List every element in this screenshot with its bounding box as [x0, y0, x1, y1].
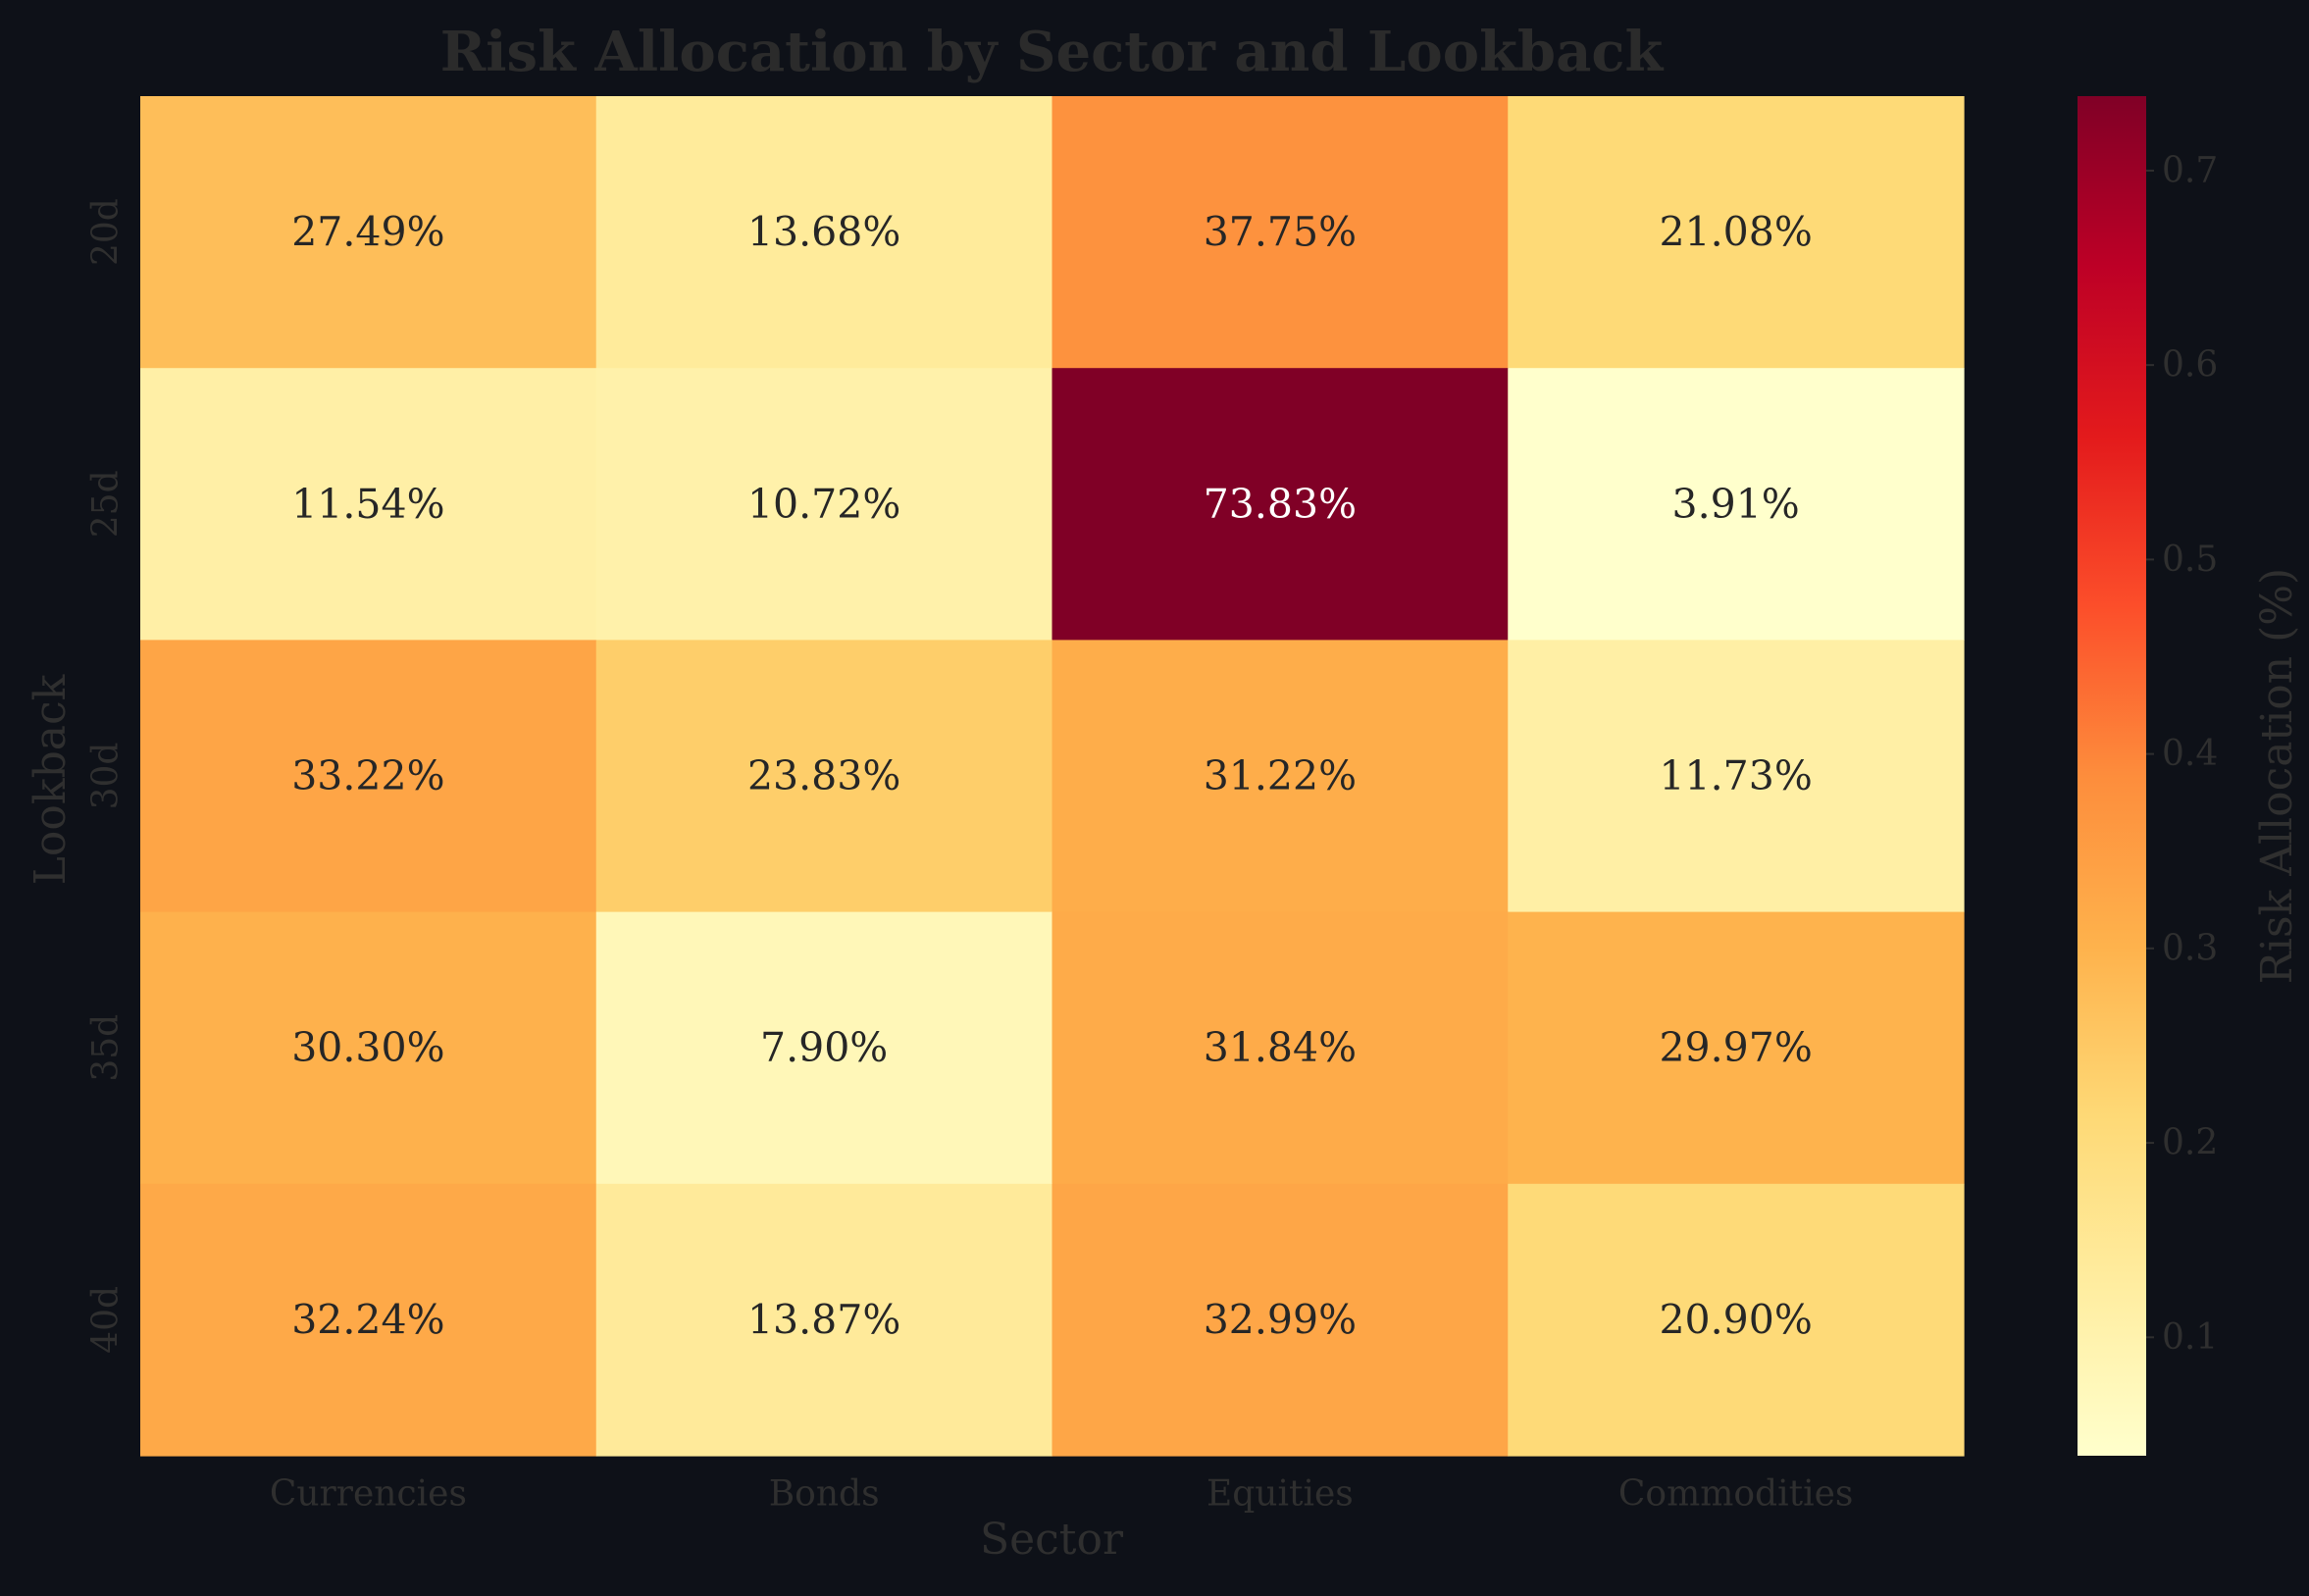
heatmap-cell: [140, 911, 597, 1185]
heatmap-cell: [1052, 640, 1509, 913]
heatmap-cell: [140, 368, 597, 641]
heatmap-cell: [1052, 911, 1509, 1185]
colorbar-tick-label: 0.3: [2162, 928, 2218, 968]
heatmap-cell: [595, 911, 1053, 1185]
heatmap-cell: [595, 1183, 1053, 1457]
y-tick-label: 35d: [86, 1014, 127, 1082]
colorbar-tick-label: 0.4: [2162, 734, 2218, 774]
cell-value-label: 27.49%: [291, 209, 444, 256]
x-axis-ticks: Currencies Bonds Equities Commodities: [270, 1474, 1854, 1515]
heatmap-cell: [140, 96, 597, 369]
heatmap-cells: [140, 96, 1965, 1457]
y-tick-label: 25d: [86, 470, 127, 538]
cell-value-label: 32.99%: [1204, 1296, 1357, 1343]
heatmap-cell: [1508, 640, 1965, 913]
chart-title: Risk Allocation by Sector and Lookback: [440, 20, 1665, 84]
cell-value-label: 31.84%: [1204, 1024, 1357, 1071]
y-axis-ticks: 20d 25d 30d 35d 40d: [86, 198, 127, 1354]
colorbar-ticks: 0.1 0.2 0.3 0.4 0.5 0.6 0.7: [2146, 150, 2218, 1358]
heatmap-cell-labels: 27.49% 13.68% 37.75% 21.08% 11.54% 10.72% 73.8…: [291, 209, 1813, 1344]
cell-value-label: 10.72%: [747, 481, 900, 528]
y-axis-label: Lookback: [26, 674, 76, 885]
x-tick-label: Currencies: [270, 1474, 467, 1515]
colorbar-tick-label: 0.1: [2162, 1317, 2218, 1358]
cell-value-label: 7.90%: [760, 1024, 888, 1071]
colorbar-tick-label: 0.6: [2162, 345, 2218, 386]
heatmap-cell: [595, 96, 1053, 369]
colorbar-label: Risk Allocation (%): [2252, 568, 2302, 984]
cell-value-label: 11.54%: [291, 481, 444, 528]
cell-value-label: 32.24%: [291, 1296, 444, 1343]
heatmap-cell: [595, 368, 1053, 641]
cell-value-label: 73.83%: [1204, 481, 1357, 528]
cell-value-label: 20.90%: [1659, 1296, 1812, 1343]
x-tick-label: Bonds: [769, 1474, 880, 1515]
y-tick-label: 40d: [86, 1286, 127, 1354]
x-tick-label: Equities: [1206, 1474, 1354, 1515]
heatmap-cell: [140, 640, 597, 913]
heatmap-cell: [1052, 96, 1509, 369]
cell-value-label: 11.73%: [1659, 752, 1812, 799]
heatmap-cell: [1508, 368, 1965, 641]
cell-value-label: 13.68%: [747, 209, 900, 256]
cell-value-label: 33.22%: [291, 752, 444, 799]
heatmap-cell: [1508, 96, 1965, 369]
cell-value-label: 30.30%: [291, 1024, 444, 1071]
cell-value-label: 21.08%: [1659, 209, 1812, 256]
heatmap-cell: [595, 640, 1053, 913]
x-axis-label: Sector: [980, 1515, 1124, 1565]
heatmap-cell: [140, 1183, 597, 1457]
x-tick-label: Commodities: [1618, 1474, 1853, 1515]
cell-value-label: 23.83%: [747, 752, 900, 799]
cell-value-label: 13.87%: [747, 1296, 900, 1343]
colorbar-tick-label: 0.5: [2162, 540, 2218, 580]
cell-value-label: 31.22%: [1204, 752, 1357, 799]
heatmap-cell: [1052, 368, 1509, 641]
heatmap-cell: [1052, 1183, 1509, 1457]
y-tick-label: 20d: [86, 198, 127, 266]
heatmap-cell: [1508, 1183, 1965, 1457]
y-tick-label: 30d: [86, 743, 127, 810]
cell-value-label: 37.75%: [1204, 209, 1357, 256]
cell-value-label: 3.91%: [1672, 481, 1800, 528]
cell-value-label: 29.97%: [1659, 1024, 1812, 1071]
colorbar-tick-label: 0.7: [2162, 150, 2218, 190]
colorbar: [2078, 96, 2146, 1456]
heatmap-cell: [1508, 911, 1965, 1185]
colorbar-tick-label: 0.2: [2162, 1123, 2218, 1163]
